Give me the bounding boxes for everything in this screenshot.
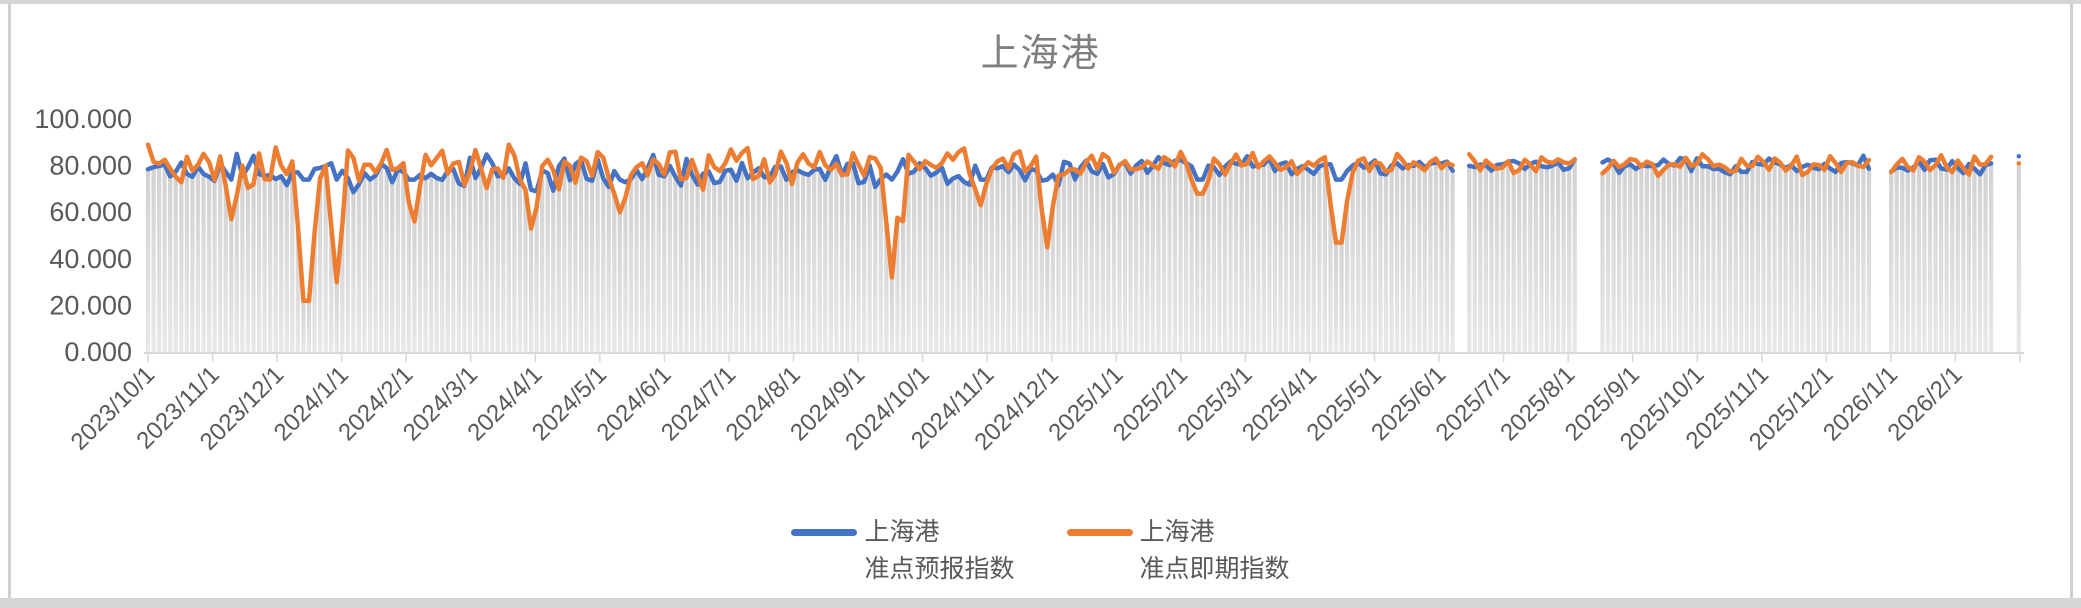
legend: 上海港 准点预报指数 上海港 准点即期指数 — [0, 514, 2081, 588]
x-axis — [144, 352, 2024, 362]
legend-label-spot: 上海港 准点即期指数 — [1140, 514, 1290, 588]
svg-text:60.000: 60.000 — [49, 197, 132, 227]
svg-text:80.000: 80.000 — [49, 151, 132, 181]
legend-label-spot-line2: 准点即期指数 — [1139, 555, 1290, 583]
legend-item-forecast[interactable]: 上海港 准点预报指数 — [791, 514, 1015, 588]
forecast-series-swatch — [791, 529, 858, 536]
chart-title: 上海港 — [980, 33, 1101, 75]
window-edge-left — [8, 4, 11, 598]
window-edge-bottom — [0, 598, 2081, 608]
svg-text:40.000: 40.000 — [49, 244, 132, 274]
spot-index-line — [145, 142, 2022, 303]
svg-text:20.000: 20.000 — [49, 290, 132, 320]
spot-series-swatch — [1066, 529, 1133, 536]
legend-label-spot-line1: 上海港 — [1139, 518, 1215, 546]
svg-text:0.000: 0.000 — [64, 337, 132, 367]
y-axis-labels: 0.000 20.000 40.000 60.000 80.000 100.000 — [34, 104, 132, 367]
legend-item-spot[interactable]: 上海港 准点即期指数 — [1066, 514, 1290, 588]
window-edge-right — [2070, 4, 2073, 598]
legend-label-forecast: 上海港 准点预报指数 — [864, 514, 1014, 588]
svg-text:100.000: 100.000 — [34, 104, 132, 134]
x-axis-labels: 2023/10/12023/11/12023/12/12024/1/12024/… — [66, 361, 1968, 456]
legend-label-forecast-line2: 准点预报指数 — [864, 555, 1015, 583]
background-bars — [145, 158, 2021, 352]
window-edge-top — [0, 0, 2081, 4]
legend-label-forecast-line1: 上海港 — [864, 518, 940, 546]
